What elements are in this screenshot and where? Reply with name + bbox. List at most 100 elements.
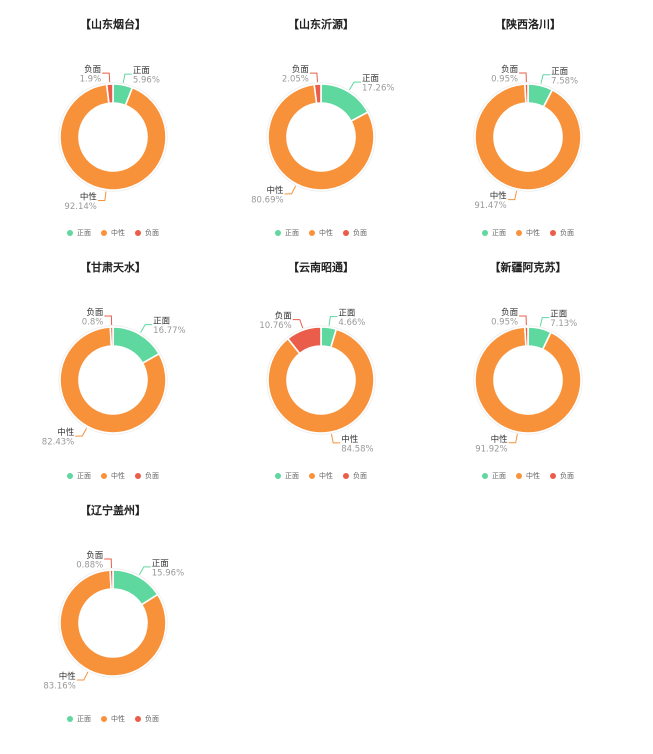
chart-panel-tianshui: 【甘肃天水】 正面 16.77% 中性 82.43% 负面 0.8% 正面 中性 负面 bbox=[13, 249, 213, 489]
legend-dot-icon bbox=[135, 230, 141, 236]
chart-legend: 正面 中性 负面 bbox=[428, 471, 628, 481]
neutral-slice bbox=[474, 326, 582, 434]
legend-item-neutral[interactable]: 中性 bbox=[516, 471, 540, 481]
chart-legend: 正面 中性 负面 bbox=[428, 228, 628, 238]
negative-slice bbox=[524, 83, 529, 104]
chart-panel-gaizhou: 【辽宁盖州】 正面 15.96% 中性 83.16% 负面 0.88% 正面 中性 负面 bbox=[13, 492, 213, 732]
donut-outline bbox=[58, 82, 168, 192]
negative-slice bbox=[313, 83, 322, 105]
legend-item-negative[interactable]: 负面 bbox=[343, 471, 367, 481]
legend-item-negative[interactable]: 负面 bbox=[550, 228, 574, 238]
chart-panel-yiyuan: 【山东沂源】 正面 17.26% 中性 80.69% 负面 2.05% 正面 中性 负面 bbox=[221, 6, 421, 246]
legend-item-positive[interactable]: 正面 bbox=[67, 714, 91, 724]
legend-label: 中性 bbox=[111, 472, 125, 480]
legend-item-negative[interactable]: 负面 bbox=[135, 714, 159, 724]
legend-dot-icon bbox=[516, 473, 522, 479]
legend-item-negative[interactable]: 负面 bbox=[550, 471, 574, 481]
neutral-slice bbox=[59, 569, 167, 677]
positive-slice-label: 正面 bbox=[338, 309, 356, 319]
negative-slice-label: 负面 bbox=[275, 311, 293, 322]
chart-panel-zhaotong: 【云南昭通】 正面 4.66% 中性 84.58% 负面 10.76% 正面 中性 负面 bbox=[221, 249, 421, 489]
legend-item-negative[interactable]: 负面 bbox=[135, 471, 159, 481]
legend-label: 负面 bbox=[145, 229, 159, 237]
legend-dot-icon bbox=[550, 473, 556, 479]
positive-slice-label: 正面 bbox=[551, 67, 569, 77]
legend-item-positive[interactable]: 正面 bbox=[275, 471, 299, 481]
legend-label: 正面 bbox=[77, 472, 91, 480]
legend-label: 中性 bbox=[526, 472, 540, 480]
legend-item-neutral[interactable]: 中性 bbox=[101, 714, 125, 724]
legend-item-negative[interactable]: 负面 bbox=[343, 228, 367, 238]
legend-item-neutral[interactable]: 中性 bbox=[101, 471, 125, 481]
positive-slice-label: 正面 bbox=[153, 317, 171, 327]
positive-slice-label: 正面 bbox=[550, 310, 568, 320]
legend-label: 负面 bbox=[145, 472, 159, 480]
negative-leader-line bbox=[519, 72, 527, 83]
chart-panel-yantai: 【山东烟台】 正面 5.96% 中性 92.14% 负面 1.9% 正面 中性 负面 bbox=[13, 6, 213, 246]
legend-item-positive[interactable]: 正面 bbox=[67, 471, 91, 481]
donut-outline bbox=[58, 568, 168, 678]
negative-slice-label: 负面 bbox=[86, 307, 104, 318]
chart-title: 【云南昭通】 bbox=[288, 261, 354, 274]
positive-slice-value: 15.96% bbox=[152, 568, 184, 578]
legend-label: 正面 bbox=[77, 715, 91, 723]
negative-leader-line bbox=[102, 72, 111, 83]
negative-slice-value: 0.95% bbox=[491, 318, 518, 328]
neutral-leader-line bbox=[284, 185, 297, 195]
legend-dot-icon bbox=[135, 473, 141, 479]
legend-dot-icon bbox=[101, 473, 107, 479]
legend-item-neutral[interactable]: 中性 bbox=[309, 471, 333, 481]
negative-slice-value: 0.8% bbox=[82, 318, 104, 328]
legend-item-neutral[interactable]: 中性 bbox=[309, 228, 333, 238]
legend-label: 中性 bbox=[319, 472, 333, 480]
legend-dot-icon bbox=[101, 230, 107, 236]
chart-legend: 正面 中性 负面 bbox=[221, 471, 421, 481]
legend-dot-icon bbox=[67, 230, 73, 236]
legend-item-negative[interactable]: 负面 bbox=[135, 228, 159, 238]
legend-label: 负面 bbox=[145, 715, 159, 723]
positive-leader-line bbox=[138, 566, 151, 576]
legend-dot-icon bbox=[343, 230, 349, 236]
neutral-slice-label: 中性 bbox=[59, 671, 77, 682]
chart-title: 【辽宁盖州】 bbox=[80, 504, 146, 517]
legend-label: 正面 bbox=[285, 472, 299, 480]
legend-dot-icon bbox=[516, 230, 522, 236]
positive-slice-label: 正面 bbox=[133, 66, 151, 76]
legend-label: 负面 bbox=[560, 472, 574, 480]
negative-slice-value: 0.95% bbox=[491, 75, 518, 85]
legend-dot-icon bbox=[135, 716, 141, 722]
positive-slice-value: 17.26% bbox=[362, 84, 394, 94]
legend-item-positive[interactable]: 正面 bbox=[67, 228, 91, 238]
donut-outline bbox=[266, 325, 376, 435]
legend-item-positive[interactable]: 正面 bbox=[482, 228, 506, 238]
neutral-slice bbox=[267, 83, 375, 191]
chart-title: 【新疆阿克苏】 bbox=[489, 261, 567, 274]
negative-slice bbox=[287, 326, 322, 355]
neutral-slice-value: 82.43% bbox=[42, 438, 74, 448]
legend-item-positive[interactable]: 正面 bbox=[275, 228, 299, 238]
negative-leader-line bbox=[309, 72, 318, 83]
neutral-slice bbox=[59, 326, 167, 434]
donut-outline bbox=[58, 325, 168, 435]
negative-slice-value: 2.05% bbox=[282, 75, 309, 85]
legend-label: 正面 bbox=[77, 229, 91, 237]
legend-label: 正面 bbox=[492, 229, 506, 237]
legend-dot-icon bbox=[482, 473, 488, 479]
chart-title: 【甘肃天水】 bbox=[80, 261, 146, 274]
legend-item-neutral[interactable]: 中性 bbox=[101, 228, 125, 238]
legend-item-neutral[interactable]: 中性 bbox=[516, 228, 540, 238]
chart-legend: 正面 中性 负面 bbox=[13, 714, 213, 724]
negative-slice-label: 负面 bbox=[84, 64, 102, 75]
neutral-slice-label: 中性 bbox=[267, 185, 285, 196]
negative-slice-label: 负面 bbox=[501, 64, 519, 75]
positive-leader-line bbox=[328, 316, 338, 326]
neutral-leader-line bbox=[508, 433, 518, 444]
positive-slice-value: 7.13% bbox=[550, 319, 577, 329]
legend-dot-icon bbox=[101, 716, 107, 722]
legend-item-positive[interactable]: 正面 bbox=[482, 471, 506, 481]
donut-outline bbox=[473, 325, 583, 435]
negative-slice bbox=[109, 569, 114, 590]
